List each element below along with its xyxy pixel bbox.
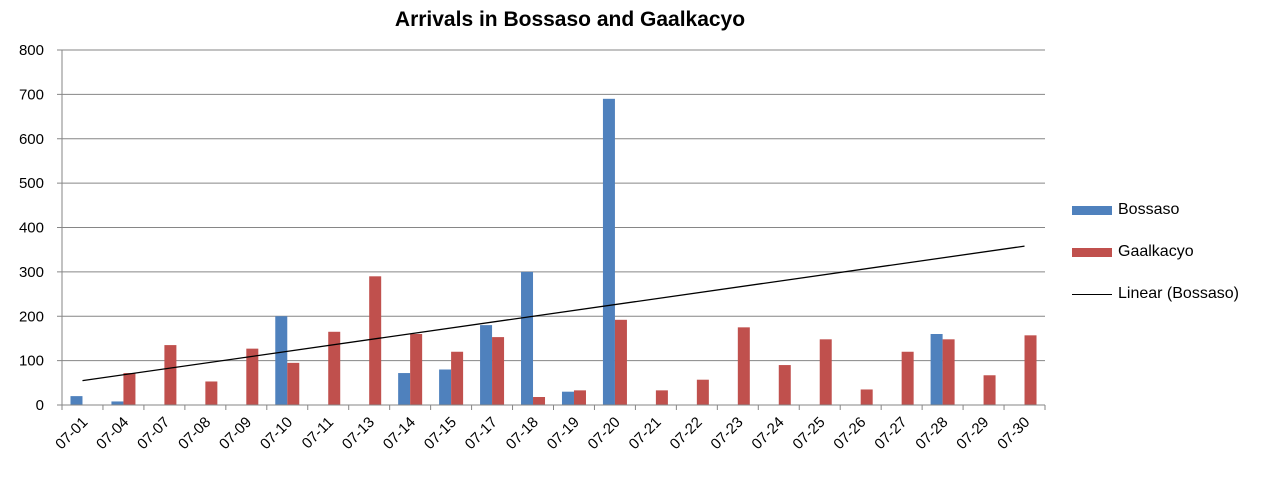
- trendline: [82, 245, 1025, 382]
- bar-gaalkacyo: [123, 373, 136, 405]
- x-tick-label: 07-21: [626, 414, 665, 453]
- x-tick-label: 07-10: [257, 414, 296, 453]
- bar-gaalkacyo: [246, 348, 259, 405]
- legend-swatch-bossaso: [1072, 205, 1112, 215]
- x-tick-label: 07-23: [707, 414, 746, 453]
- bar-gaalkacyo: [451, 351, 464, 405]
- y-tick-label: 400: [19, 220, 44, 237]
- bar-gaalkacyo: [1024, 335, 1037, 405]
- y-tick-label: 100: [19, 353, 44, 370]
- legend: Bossaso Gaalkacyo Linear (Bossaso): [1072, 200, 1239, 326]
- legend-swatch-trendline: [1072, 293, 1112, 295]
- bar-bossaso: [930, 334, 943, 405]
- x-tick-label: 07-20: [585, 414, 624, 453]
- x-tick-label: 07-09: [216, 414, 255, 453]
- bar-bossaso: [480, 325, 493, 405]
- y-tick-label: 600: [19, 131, 44, 148]
- x-tick-label: 07-27: [871, 414, 910, 453]
- y-tick-label: 300: [19, 264, 44, 281]
- axes: [57, 49, 1046, 410]
- x-tick-label: 07-17: [462, 414, 501, 453]
- x-axis-ticks: 07-01 07-04 07-07 07-08 07-09 07-10 07-11 07-13…: [52, 414, 1033, 453]
- x-tick-label: 07-15: [421, 414, 460, 453]
- x-tick-label: 07-29: [953, 414, 992, 453]
- x-tick-label: 07-24: [748, 414, 787, 453]
- x-tick-label: 07-01: [52, 414, 91, 453]
- bar-gaalkacyo: [860, 389, 873, 405]
- bar-gaalkacyo: [410, 334, 423, 405]
- bar-gaalkacyo: [573, 390, 586, 405]
- bar-gaalkacyo: [369, 276, 382, 405]
- bar-gaalkacyo: [819, 339, 832, 405]
- bar-gaalkacyo: [287, 362, 300, 405]
- bar-gaalkacyo: [778, 365, 791, 405]
- y-tick-label: 500: [19, 175, 44, 192]
- bar-bossaso: [521, 271, 534, 405]
- bars: [70, 98, 1037, 405]
- bar-gaalkacyo: [328, 331, 341, 405]
- bar-bossaso: [602, 98, 615, 405]
- x-tick-label: 07-28: [912, 414, 951, 453]
- x-tick-label: 07-04: [93, 414, 132, 453]
- gridlines: [62, 49, 1045, 362]
- x-tick-label: 07-11: [299, 414, 337, 452]
- y-tick-label: 0: [36, 397, 44, 414]
- bar-bossaso: [111, 401, 124, 405]
- bar-gaalkacyo: [737, 327, 750, 405]
- bar-gaalkacyo: [205, 381, 218, 405]
- y-tick-label: 800: [19, 42, 44, 59]
- bar-gaalkacyo: [901, 351, 914, 405]
- legend-item-gaalkacyo: Gaalkacyo: [1072, 242, 1239, 262]
- bar-gaalkacyo: [492, 337, 505, 405]
- legend-item-trendline: Linear (Bossaso): [1072, 284, 1239, 304]
- bar-gaalkacyo: [533, 397, 546, 405]
- legend-label-gaalkacyo: Gaalkacyo: [1118, 243, 1194, 260]
- chart-title: Arrivals in Bossaso and Gaalkacyo: [394, 8, 746, 31]
- bar-gaalkacyo: [655, 390, 668, 405]
- x-tick-label: 07-07: [134, 414, 173, 453]
- bar-bossaso: [275, 316, 288, 405]
- x-tick-label: 07-30: [994, 414, 1033, 453]
- y-tick-label: 200: [19, 308, 44, 325]
- trendline-group: [82, 245, 1025, 382]
- bar-bossaso: [70, 396, 83, 405]
- bar-gaalkacyo: [983, 375, 996, 405]
- bar-bossaso: [561, 391, 574, 405]
- bar-gaalkacyo: [614, 319, 627, 405]
- y-tick-label: 700: [19, 86, 44, 103]
- x-tick-label: 07-13: [339, 414, 378, 453]
- bar-bossaso: [439, 369, 452, 405]
- legend-item-bossaso: Bossaso: [1072, 200, 1239, 220]
- y-axis-ticks: 0 100 200 300 400 500 600 700 800: [19, 42, 44, 414]
- legend-label-bossaso: Bossaso: [1118, 201, 1180, 218]
- bar-bossaso: [398, 373, 411, 405]
- bar-gaalkacyo: [696, 379, 709, 405]
- x-tick-label: 07-18: [503, 414, 542, 453]
- legend-swatch-gaalkacyo: [1072, 247, 1112, 257]
- x-tick-label: 07-26: [830, 414, 869, 453]
- legend-label-trendline: Linear (Bossaso): [1118, 285, 1239, 302]
- x-tick-label: 07-22: [667, 414, 706, 453]
- x-tick-label: 07-25: [789, 414, 828, 453]
- bar-gaalkacyo: [164, 345, 177, 405]
- x-tick-label: 07-08: [175, 414, 214, 453]
- x-tick-label: 07-14: [380, 414, 419, 453]
- x-tick-label: 07-19: [544, 414, 583, 453]
- bar-gaalkacyo: [942, 339, 955, 405]
